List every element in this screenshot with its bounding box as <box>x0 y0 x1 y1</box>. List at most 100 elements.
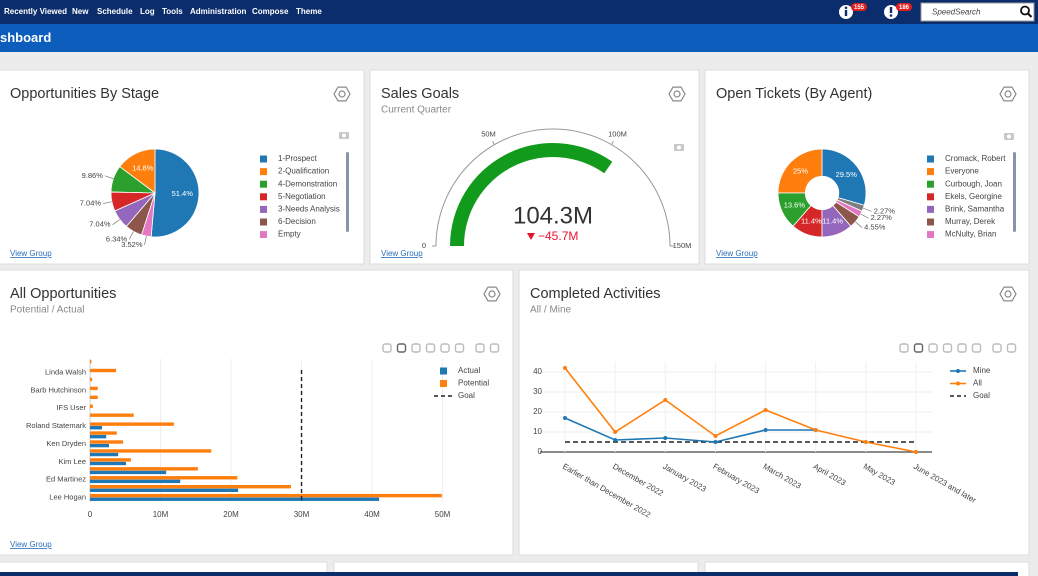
legend-label[interactable]: Everyone <box>945 167 979 176</box>
view-group-link[interactable]: View Group <box>10 540 52 549</box>
bar <box>90 470 167 475</box>
search-box[interactable] <box>920 2 1035 22</box>
legend-label[interactable]: 3-Needs Analysis <box>278 205 340 214</box>
series-point <box>914 450 918 454</box>
settings-icon-hole <box>338 90 346 98</box>
y-tick-label: 20 <box>533 407 542 416</box>
legend-label[interactable]: 6-Decision <box>278 217 316 226</box>
bar <box>90 449 212 453</box>
modebar-button[interactable] <box>992 343 1002 353</box>
x-tick-label: 40M <box>364 510 380 519</box>
modebar-button[interactable] <box>425 343 436 353</box>
legend-swatch <box>260 155 267 163</box>
legend-label[interactable]: Cromack, Robert <box>945 154 1006 163</box>
gauge-tick <box>492 140 495 145</box>
legend-label[interactable]: Ekels, Georgine <box>945 192 1002 201</box>
pie-label: 11.4% <box>801 216 822 225</box>
settings-icon[interactable] <box>483 286 501 302</box>
settings-icon[interactable] <box>999 286 1017 302</box>
modebar-button[interactable] <box>382 343 392 353</box>
search-icon[interactable] <box>1020 5 1030 16</box>
legend-label[interactable]: McNulty, Brian <box>945 230 996 239</box>
nav-item[interactable]: Compose <box>252 7 289 16</box>
modebar-button[interactable] <box>957 343 967 353</box>
modebar-button[interactable] <box>489 343 500 353</box>
nav-item[interactable]: Log <box>140 7 155 16</box>
nav-item[interactable]: Recently Viewed <box>4 7 67 16</box>
badge <box>851 3 867 11</box>
bar <box>90 377 93 382</box>
settings-icon-hole <box>1004 90 1012 98</box>
view-group-link[interactable]: View Group <box>381 249 423 258</box>
legend-label[interactable]: Potential <box>458 379 489 388</box>
modebar-button[interactable] <box>440 343 450 353</box>
legend-swatch <box>927 168 934 176</box>
search-placeholder: SpeedSearch <box>932 8 981 17</box>
y-tick-label: 40 <box>533 367 542 376</box>
nav-item[interactable]: Administration <box>190 7 247 16</box>
legend-label[interactable]: Actual <box>458 366 480 375</box>
settings-icon[interactable] <box>999 86 1017 102</box>
legend-swatch <box>927 193 934 201</box>
bar <box>90 488 239 492</box>
legend-swatch <box>927 205 934 213</box>
legend-label[interactable]: Brink, Samantha <box>945 205 1005 214</box>
gauge-tick <box>611 140 614 145</box>
legend-label[interactable]: Goal <box>458 391 475 400</box>
modebar-button[interactable] <box>971 343 982 353</box>
legend-label[interactable]: All <box>973 379 982 388</box>
series-point <box>663 398 668 402</box>
series-point <box>663 436 668 440</box>
modebar-button[interactable] <box>928 343 938 353</box>
view-group-link[interactable]: View Group <box>716 249 758 258</box>
settings-icon-hole <box>488 290 496 298</box>
modebar-button[interactable] <box>396 343 407 353</box>
modebar-button[interactable] <box>942 343 953 353</box>
pie-slice <box>141 192 156 238</box>
view-group-link[interactable]: View Group <box>10 249 52 258</box>
settings-icon[interactable] <box>333 86 351 102</box>
legend-label[interactable]: 4-Demonstration <box>278 179 337 188</box>
legend-scrollbar[interactable] <box>1013 152 1016 232</box>
settings-icon[interactable] <box>668 86 686 102</box>
panel-subtitle: Potential / Actual <box>10 305 85 316</box>
legend-label[interactable]: Curbough, Joan <box>945 179 1002 188</box>
gauge-tick-label: 100M <box>608 129 627 138</box>
modebar-button[interactable] <box>475 343 485 353</box>
modebar-button[interactable] <box>1006 343 1017 353</box>
y-tick-label: Ken Dryden <box>46 439 86 448</box>
legend-label[interactable]: Empty <box>278 230 301 239</box>
bar <box>90 476 238 480</box>
modebar-button[interactable] <box>899 343 909 353</box>
legend-label[interactable]: Goal <box>973 391 990 400</box>
y-tick-label: Roland Statemark <box>26 421 86 430</box>
legend-scrollbar[interactable] <box>346 152 349 232</box>
legend-label[interactable]: 5-Negotiation <box>278 192 326 201</box>
nav-item[interactable]: Tools <box>162 7 183 16</box>
modebar-button[interactable] <box>913 343 924 353</box>
nav-item[interactable]: Theme <box>296 7 322 16</box>
legend-label[interactable]: Murray, Derek <box>945 217 996 226</box>
bar <box>90 452 119 457</box>
x-tick-label: 0 <box>88 510 93 519</box>
legend-label[interactable]: 1-Prospect <box>278 154 317 163</box>
gauge-tick-label: 150M <box>673 241 692 250</box>
nav-item[interactable]: Schedule <box>97 7 133 16</box>
nav-item[interactable]: New <box>72 7 89 16</box>
bar <box>90 404 93 408</box>
legend-swatch <box>927 231 934 238</box>
legend-label[interactable]: Mine <box>973 366 991 375</box>
panel-title: Opportunities By Stage <box>10 86 159 102</box>
modebar-button[interactable] <box>454 343 465 353</box>
legend-swatch <box>927 180 934 188</box>
panel-subtitle: All / Mine <box>530 305 572 316</box>
legend-swatch <box>260 193 267 201</box>
modebar-button[interactable] <box>411 343 421 353</box>
legend-label[interactable]: 2-Qualification <box>278 167 329 176</box>
camera-lens <box>1007 134 1011 139</box>
legend-swatch <box>260 180 267 188</box>
legend-swatch <box>260 231 267 238</box>
y-tick-label: 30 <box>533 387 542 396</box>
page-title: shboard <box>0 30 51 45</box>
